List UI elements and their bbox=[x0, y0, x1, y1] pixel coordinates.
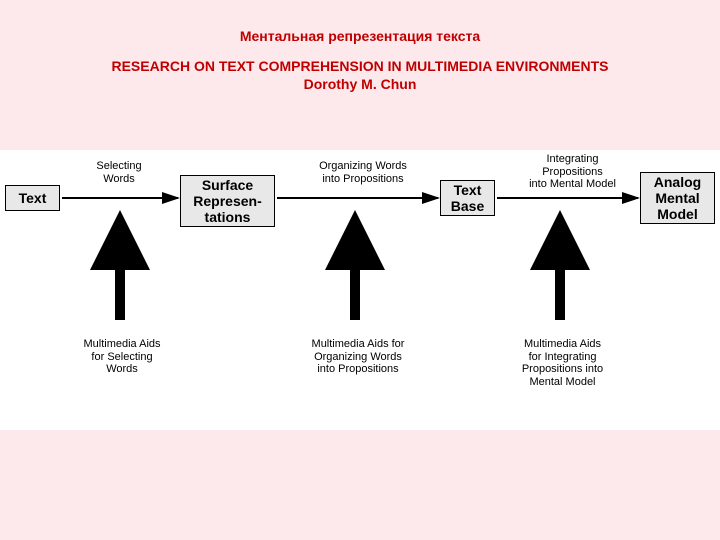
aid-label-2: Multimedia Aidsfor IntegratingPropositio… bbox=[505, 338, 620, 389]
title-english: RESEARCH ON TEXT COMPREHENSION IN MULTIM… bbox=[0, 58, 720, 74]
slide-header: Ментальная репрезентация текста RESEARCH… bbox=[0, 0, 720, 92]
node-base: TextBase bbox=[440, 180, 495, 216]
process-label-2: IntegratingPropositionsinto Mental Model bbox=[510, 153, 635, 191]
node-analog: AnalogMentalModel bbox=[640, 172, 715, 224]
title-russian: Ментальная репрезентация текста bbox=[0, 28, 720, 44]
process-label-1: Organizing Wordsinto Propositions bbox=[298, 160, 428, 185]
aid-label-0: Multimedia Aidsfor SelectingWords bbox=[72, 338, 172, 376]
process-label-0: SelectingWords bbox=[84, 160, 154, 185]
slide-page: Ментальная репрезентация текста RESEARCH… bbox=[0, 0, 720, 540]
node-surface: SurfaceRepresen-tations bbox=[180, 175, 275, 227]
aid-label-1: Multimedia Aids forOrganizing Wordsinto … bbox=[298, 338, 418, 376]
author-name: Dorothy M. Chun bbox=[0, 76, 720, 92]
node-text: Text bbox=[5, 185, 60, 211]
